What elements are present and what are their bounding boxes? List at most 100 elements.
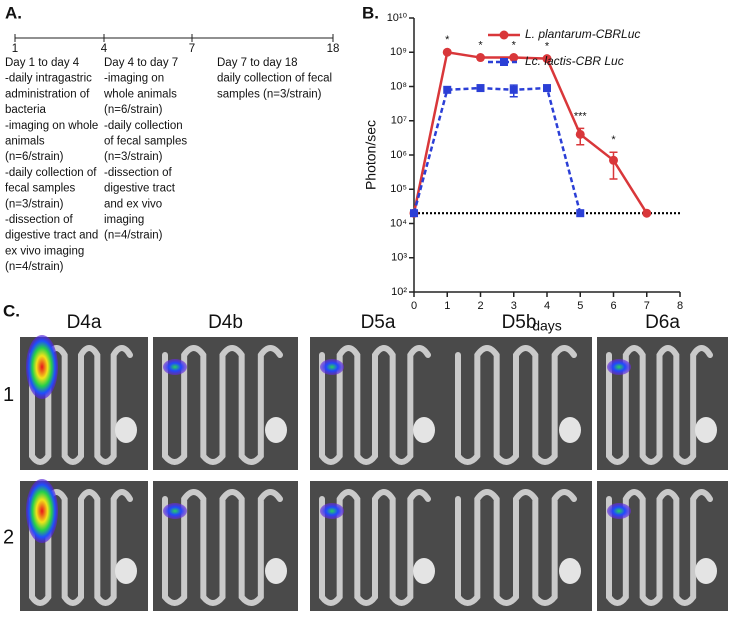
caecum — [695, 417, 717, 443]
protocol-text: and ex vivo — [104, 198, 162, 210]
timeline-label: 18 — [327, 43, 340, 55]
protocol-text: -daily collection — [104, 120, 183, 132]
protocol-text: -imaging on whole — [5, 120, 98, 132]
data-point — [642, 208, 652, 218]
x-tick-label: 1 — [444, 300, 450, 312]
protocol-text: -daily collection of — [5, 167, 97, 179]
intestine — [29, 489, 133, 606]
protocol-text: imaging — [104, 214, 144, 226]
caecum — [115, 417, 137, 443]
y-tick-label: 10² — [391, 286, 407, 298]
significance-mark: * — [478, 39, 483, 51]
intestine — [455, 345, 577, 465]
x-tick-label: 0 — [411, 300, 417, 312]
column-header: D6a — [645, 312, 680, 333]
column-header: D5b — [502, 312, 537, 333]
protocol-text: (n=4/strain) — [104, 230, 163, 242]
protocol-text: daily collection of fecal — [217, 73, 332, 85]
data-point — [542, 54, 552, 64]
legend-marker — [499, 30, 509, 40]
luminescence — [607, 503, 631, 519]
luminescence — [320, 503, 344, 519]
caecum — [265, 417, 287, 443]
intestine — [162, 489, 283, 606]
y-axis-title: Photon/sec — [363, 120, 379, 190]
x-tick-label: 3 — [511, 300, 517, 312]
y-tick-label: 10¹⁰ — [387, 12, 408, 24]
data-point — [609, 155, 618, 165]
protocol-text: Day 1 to day 4 — [5, 57, 80, 69]
intestine — [29, 345, 133, 465]
data-point — [509, 85, 518, 94]
series-line — [412, 86, 582, 214]
significance-mark: *** — [574, 110, 588, 122]
protocol-text: Day 4 to day 7 — [104, 57, 178, 69]
protocol-text: (n=3/strain) — [5, 198, 64, 210]
row-label: 2 — [3, 526, 14, 548]
protocol-text: digestive tract and — [5, 230, 98, 242]
data-point — [575, 129, 585, 139]
legend-marker — [500, 58, 508, 66]
y-tick-label: 10⁴ — [390, 217, 407, 229]
timeline-label: 1 — [12, 43, 18, 55]
legend-label: L. plantarum-CBRLuc — [525, 27, 640, 41]
protocol-text: samples (n=3/strain) — [217, 88, 322, 100]
x-tick-label: 8 — [677, 300, 683, 312]
data-point — [443, 85, 452, 94]
caecum — [265, 558, 287, 584]
caecum — [695, 558, 717, 584]
caecum — [413, 417, 435, 443]
significance-mark: * — [512, 39, 517, 51]
column-header: D4b — [208, 312, 243, 333]
luminescence — [26, 479, 58, 543]
x-tick-label: 4 — [544, 300, 550, 312]
column-header: D5a — [361, 312, 396, 333]
protocol-text: -imaging on — [104, 73, 164, 85]
protocol-text: ex vivo imaging — [5, 245, 84, 257]
y-tick-label: 10⁶ — [390, 149, 407, 161]
caecum — [559, 417, 581, 443]
protocol-text: -daily intragastric — [5, 73, 92, 85]
luminescence — [607, 359, 631, 375]
luminescence — [26, 335, 58, 399]
protocol-text: digestive tract — [104, 183, 176, 195]
protocol-text: bacteria — [5, 104, 47, 116]
intestine — [606, 489, 713, 606]
intestine — [606, 345, 713, 465]
caecum — [115, 558, 137, 584]
data-point — [410, 209, 418, 218]
protocol-text: fecal samples — [5, 183, 76, 195]
significance-mark: * — [611, 134, 616, 146]
chart: 10² 10³ 10⁴ 10⁵ 10⁶ 10⁷ 10⁸ 10⁹ 10¹⁰ 0 1 2 3 4 5 6 7 8 day… — [363, 12, 683, 334]
x-tick-label: 2 — [477, 300, 483, 312]
caecum — [559, 558, 581, 584]
x-tick-label: 7 — [644, 300, 650, 312]
legend-label: Lc. lactis-CBR Luc — [525, 54, 624, 68]
protocol-text: (n=4/strain) — [5, 261, 64, 273]
panel-label: B. — [362, 3, 379, 22]
protocol-text: of fecal samples — [104, 136, 187, 148]
luminescence — [163, 503, 187, 519]
x-tick-label: 6 — [610, 300, 616, 312]
y-tick-label: 10⁵ — [390, 183, 407, 195]
data-point — [543, 84, 551, 93]
y-tick-label: 10⁸ — [390, 80, 407, 92]
panel-label: C. — [3, 301, 20, 320]
intestine — [319, 345, 431, 465]
protocol-text: (n=6/strain) — [104, 104, 163, 116]
data-point — [442, 47, 452, 57]
luminescence — [163, 359, 187, 375]
intestine — [162, 345, 283, 465]
data-point — [576, 209, 585, 218]
protocol-text: (n=6/strain) — [5, 151, 64, 163]
significance-mark: * — [445, 34, 450, 46]
intestine — [455, 489, 577, 606]
x-tick-label: 5 — [577, 300, 583, 312]
protocol-text: (n=3/strain) — [104, 151, 163, 163]
protocol-text: -dissection of — [5, 214, 74, 226]
x-axis-title: days — [532, 318, 562, 334]
intestine — [319, 489, 431, 606]
protocol-text: animals — [5, 136, 45, 148]
